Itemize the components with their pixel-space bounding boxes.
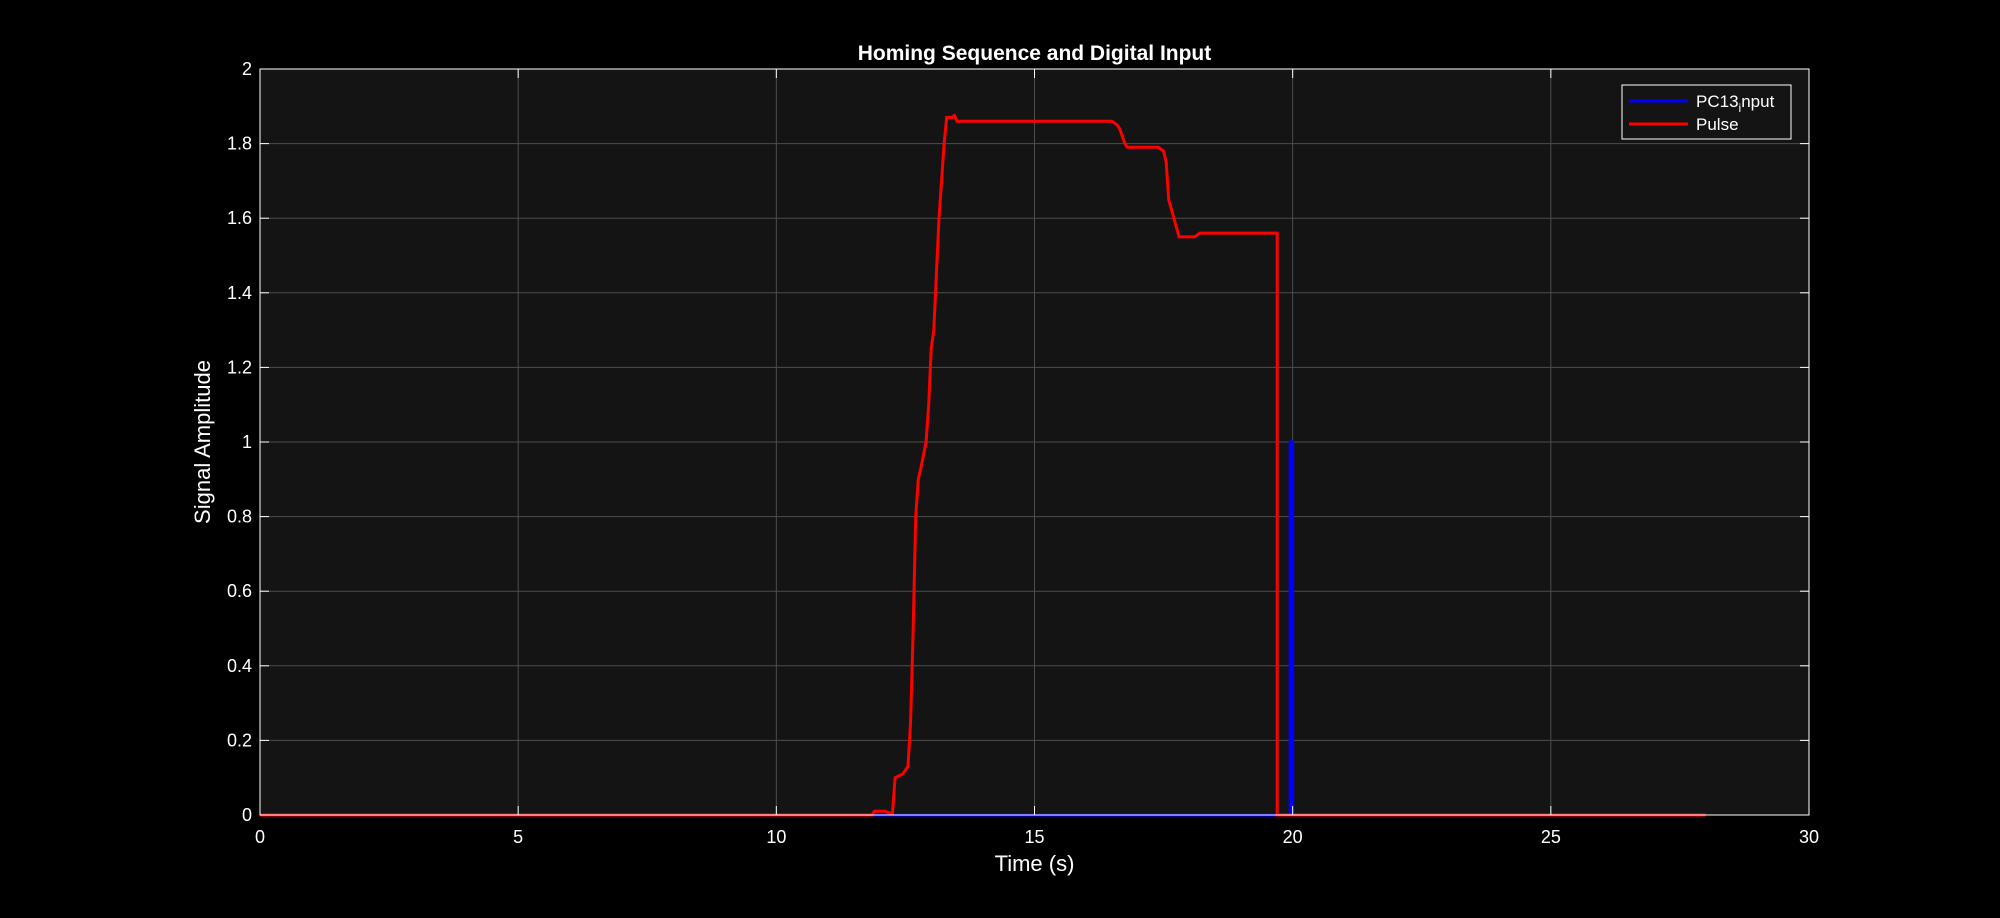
y-tick-label: 0.6 bbox=[227, 581, 252, 601]
x-tick-label: 5 bbox=[513, 827, 523, 847]
series-line-pulse bbox=[260, 113, 1706, 817]
chart-title: Homing Sequence and Digital Input bbox=[858, 42, 1212, 65]
legend-box bbox=[1621, 84, 1792, 140]
x-tick-label: 25 bbox=[1541, 827, 1561, 847]
y-tick-label: 1.2 bbox=[227, 357, 252, 377]
x-tick-label: 15 bbox=[1024, 827, 1044, 847]
x-tick-label: 0 bbox=[255, 827, 265, 847]
x-tick-label: 10 bbox=[766, 827, 786, 847]
y-tick-label: 1.8 bbox=[227, 134, 252, 154]
y-tick-label: 0.8 bbox=[227, 507, 252, 527]
y-tick-label: 0 bbox=[242, 805, 252, 825]
y-tick-label: 1.4 bbox=[227, 283, 252, 303]
x-tick-labels: 0 5 10 15 20 25 30 bbox=[255, 827, 1819, 847]
x-tick-label: 30 bbox=[1799, 827, 1819, 847]
y-tick-labels: 0 0.2 0.4 0.6 0.8 1 1.2 1.4 1.6 1.8 2 bbox=[227, 59, 252, 825]
y-tick-label: 0.4 bbox=[227, 656, 252, 676]
x-axis-title: Time (s) bbox=[995, 851, 1075, 876]
y-tick-label: 0.2 bbox=[227, 730, 252, 750]
x-tick-label: 20 bbox=[1283, 827, 1303, 847]
legend-label-pc13-input: PC13input bbox=[1696, 92, 1775, 115]
y-tick-label: 1 bbox=[242, 432, 252, 452]
axis-ticks bbox=[259, 68, 1810, 816]
y-tick-label: 2 bbox=[242, 59, 252, 79]
y-axis-title: Signal Amplitude bbox=[190, 360, 215, 524]
legend-label-pulse: Pulse bbox=[1696, 115, 1739, 134]
y-tick-label: 1.6 bbox=[227, 208, 252, 228]
legend: PC13input Pulse bbox=[1621, 84, 1792, 140]
